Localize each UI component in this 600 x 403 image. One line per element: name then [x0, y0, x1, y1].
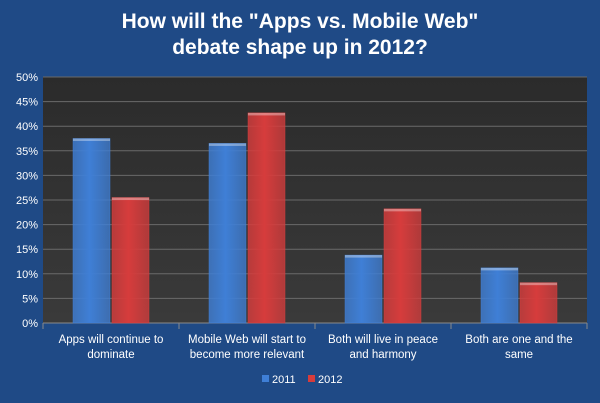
chart-title-line-1: How will the "Apps vs. Mobile Web"	[121, 10, 479, 33]
bar-2011-1	[72, 138, 111, 324]
y-tick-label: 50%	[16, 72, 38, 84]
bar-top-highlight	[520, 282, 557, 286]
y-tick-label: 25%	[16, 195, 38, 207]
y-tick-label: 45%	[16, 97, 38, 109]
category-label: Mobile Web will start to	[188, 334, 306, 346]
bar-top-highlight	[73, 138, 110, 141]
y-tick-label: 20%	[16, 220, 38, 232]
bar-top-highlight	[248, 112, 285, 116]
legend-label-2012: 2012	[318, 374, 342, 386]
category-label: dominate	[87, 349, 134, 361]
bar-top-highlight	[481, 267, 518, 271]
bar-top-highlight	[345, 255, 382, 258]
y-tick-label: 40%	[16, 121, 38, 133]
category-label: Apps will continue to	[59, 334, 164, 346]
category-label: same	[505, 349, 533, 361]
y-tick-label: 0%	[22, 318, 38, 330]
bar-2012-3	[383, 208, 422, 324]
category-label: become more relevant	[190, 349, 305, 361]
bar-2011-4	[480, 267, 519, 324]
bar-2011-3	[344, 254, 383, 324]
bar-2012-4	[519, 282, 558, 324]
legend-swatch-2011	[262, 375, 269, 382]
bar-top-highlight	[209, 143, 246, 146]
legend-label-2011: 2011	[272, 374, 296, 386]
chart-title: How will the "Apps vs. Mobile Web" debat…	[0, 9, 600, 61]
category-label: and harmony	[349, 349, 416, 361]
y-tick-label: 10%	[16, 269, 38, 281]
category-label: Both will live in peace	[328, 334, 438, 346]
category-label: Both are one and the	[465, 334, 572, 346]
y-tick-label: 5%	[22, 293, 38, 305]
chart-title-line-2: debate shape up in 2012?	[172, 36, 428, 59]
bar-top-highlight	[384, 208, 421, 212]
y-tick-label: 15%	[16, 244, 38, 256]
legend-swatch-2012	[308, 375, 315, 382]
bar-2012-2	[247, 112, 286, 324]
bar-top-highlight	[112, 197, 149, 201]
bar-2012-1	[111, 197, 150, 324]
y-tick-label: 30%	[16, 170, 38, 182]
bar-2011-2	[208, 143, 247, 324]
y-tick-label: 35%	[16, 146, 38, 158]
